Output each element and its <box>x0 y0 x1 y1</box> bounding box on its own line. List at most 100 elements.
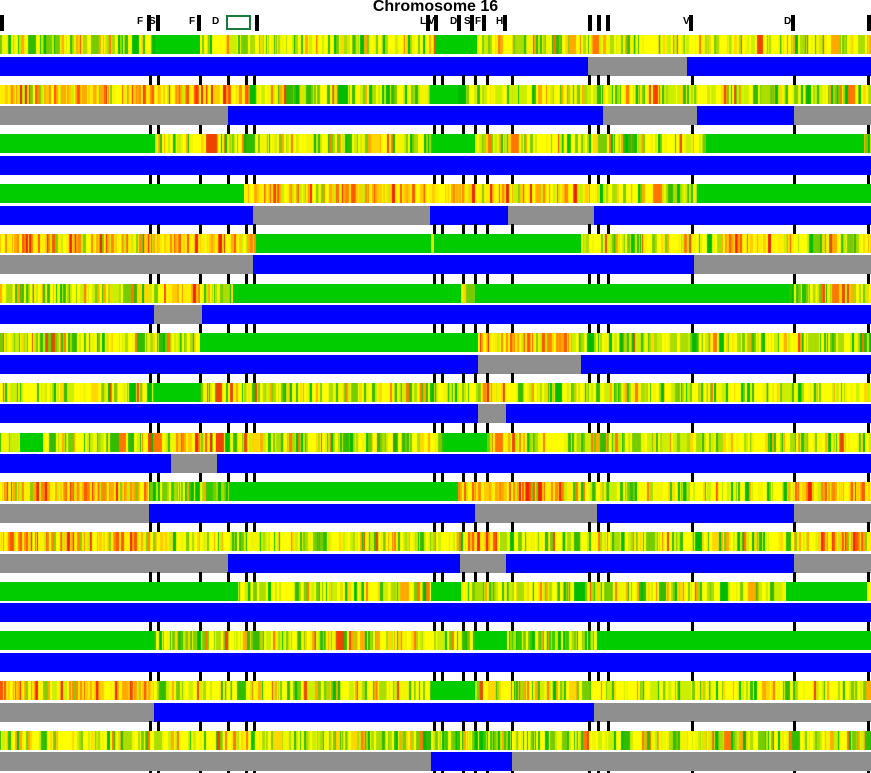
breakpoint-tick <box>157 671 160 682</box>
breakpoint-tick <box>588 621 591 632</box>
haplotype-bar <box>0 134 871 154</box>
tick-row <box>0 124 871 135</box>
breakpoint-tick <box>157 224 160 235</box>
breakpoint-tick <box>441 373 444 384</box>
breakpoint-tick <box>245 472 248 483</box>
breakpoint-tick <box>588 721 591 732</box>
breakpoint-tick <box>245 373 248 384</box>
marker-label: H <box>496 16 504 27</box>
breakpoint-tick <box>691 522 694 533</box>
haplotype-bar <box>0 432 871 452</box>
breakpoint-tick <box>486 671 489 682</box>
breakpoint-tick <box>462 224 465 235</box>
breakpoint-tick <box>867 472 870 483</box>
breakpoint-tick <box>793 671 796 682</box>
segment-green <box>697 184 871 204</box>
segment-speckle-hot <box>164 283 200 303</box>
segment-speckle-sp <box>864 134 871 154</box>
segment-green <box>0 581 238 601</box>
segment-blue <box>0 454 171 474</box>
segment-blue <box>217 454 871 474</box>
breakpoint-tick <box>149 671 152 682</box>
breakpoint-tick <box>245 572 248 583</box>
group-bar <box>0 454 871 474</box>
breakpoint-tick <box>149 224 152 235</box>
breakpoint-tick <box>691 224 694 235</box>
segment-green <box>431 681 475 701</box>
breakpoint-tick <box>486 721 489 732</box>
breakpoint-tick <box>462 174 465 185</box>
breakpoint-tick <box>149 770 152 773</box>
breakpoint-tick <box>441 124 444 135</box>
breakpoint-tick <box>867 224 870 235</box>
segment-gray <box>594 702 871 722</box>
breakpoint-tick <box>157 273 160 284</box>
segment-green <box>256 233 431 253</box>
breakpoint-tick <box>597 522 600 533</box>
breakpoint-tick <box>253 770 256 773</box>
segment-blue <box>0 652 871 672</box>
group-bar <box>0 255 871 275</box>
tick-row <box>0 522 871 533</box>
segment-blue <box>430 205 508 225</box>
breakpoint-tick <box>511 75 514 86</box>
breakpoint-tick <box>793 323 796 334</box>
segment-green <box>0 184 244 204</box>
haplotype-bar <box>0 730 871 750</box>
segment-green <box>229 482 458 502</box>
breakpoint-tick <box>511 373 514 384</box>
breakpoint-tick <box>245 522 248 533</box>
segment-speckle-sp <box>172 532 467 551</box>
segment-green <box>200 333 478 353</box>
marker-label: S <box>149 16 156 27</box>
breakpoint-tick <box>486 174 489 185</box>
marker-tick <box>606 15 610 31</box>
breakpoint-tick <box>486 224 489 235</box>
segment-speckle-sp <box>200 35 435 54</box>
segment-blue <box>0 603 871 623</box>
breakpoint-tick <box>199 671 202 682</box>
segment-gray <box>588 56 687 76</box>
segment-blue <box>594 205 871 225</box>
breakpoint-tick <box>511 770 514 773</box>
breakpoint-tick <box>486 572 489 583</box>
breakpoint-tick <box>867 373 870 384</box>
breakpoint-tick <box>253 423 256 434</box>
breakpoint-tick <box>597 373 600 384</box>
breakpoint-tick <box>245 621 248 632</box>
segment-gray <box>0 503 149 523</box>
segment-speckle-hot <box>0 233 256 253</box>
breakpoint-tick <box>691 572 694 583</box>
breakpoint-tick <box>597 323 600 334</box>
segment-blue <box>0 205 253 225</box>
breakpoint-tick <box>867 770 870 773</box>
breakpoint-tick <box>253 522 256 533</box>
breakpoint-tick <box>462 75 465 86</box>
segment-speckle-sp <box>789 283 871 303</box>
breakpoint-tick <box>245 224 248 235</box>
breakpoint-tick <box>607 373 610 384</box>
breakpoint-tick <box>227 174 230 185</box>
breakpoint-tick <box>227 572 230 583</box>
tick-row <box>0 572 871 583</box>
breakpoint-tick <box>227 224 230 235</box>
breakpoint-tick <box>486 423 489 434</box>
breakpoint-tick <box>867 174 870 185</box>
breakpoint-tick <box>511 224 514 235</box>
group-bar <box>0 155 871 175</box>
segment-blue <box>228 553 460 573</box>
breakpoint-tick <box>607 621 610 632</box>
breakpoint-tick <box>157 721 160 732</box>
breakpoint-tick <box>433 224 436 235</box>
breakpoint-tick <box>441 671 444 682</box>
breakpoint-tick <box>462 770 465 773</box>
breakpoint-tick <box>157 174 160 185</box>
breakpoint-tick <box>433 671 436 682</box>
breakpoint-tick <box>867 572 870 583</box>
marker-tick <box>426 15 430 31</box>
segment-green <box>20 432 43 452</box>
breakpoint-tick <box>588 770 591 773</box>
breakpoint-tick <box>474 124 477 135</box>
segment-speckle-hot <box>467 532 500 551</box>
group-bar <box>0 56 871 76</box>
